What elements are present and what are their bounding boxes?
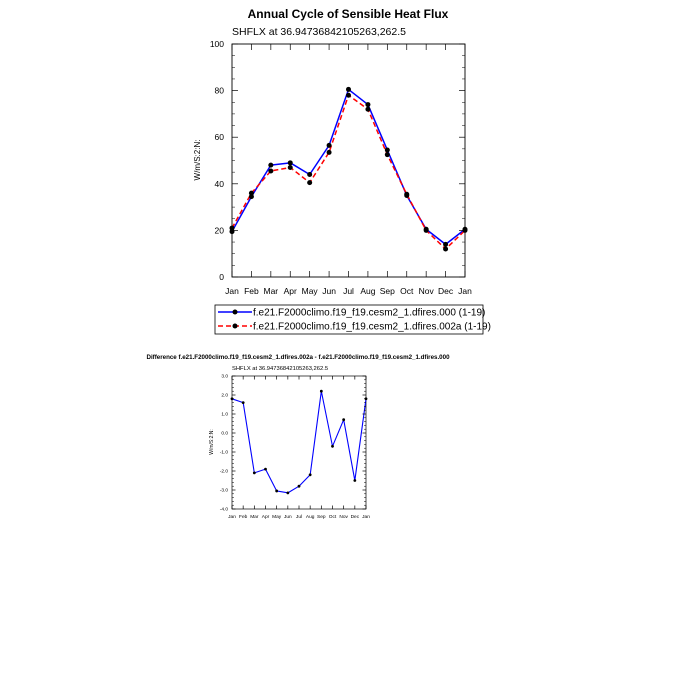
series-line-1	[231, 88, 466, 246]
x-tick-label: Nov	[419, 286, 435, 296]
x-tick-label: May	[302, 286, 319, 296]
difference-x-tick-label: Sep	[317, 514, 326, 520]
x-tick-label: Dec	[438, 286, 454, 296]
difference-series-1-point	[353, 479, 357, 482]
y-tick-label: 40	[215, 179, 225, 189]
y-tick-label: 100	[210, 39, 224, 49]
y-axis-label: W/m/S:2:N:	[193, 140, 202, 181]
difference-y-tick-label: 1.0	[221, 412, 228, 418]
series-1-point	[326, 142, 332, 148]
difference-y-tick-label: 3.0	[221, 374, 228, 380]
series-2-point	[307, 180, 313, 186]
x-tick-label: Sep	[380, 286, 395, 296]
difference-y-tick-label: -3.0	[220, 488, 229, 494]
difference-y-axis-label: W/m/S:2:N:	[209, 429, 215, 455]
tick-layer: 0 20 40 60 80 100 Jan Feb Mar Apr May Jun Jul Aug Sep O…	[210, 39, 472, 296]
difference-x-tick-label: Jan	[362, 514, 370, 520]
chart-title: Annual Cycle of Sensible Heat Flux	[248, 7, 449, 21]
difference-x-tick-label: Feb	[239, 514, 248, 520]
series-2-point	[268, 168, 274, 174]
difference-subtitle: SHFLX at 36.94736842105263,262.5	[232, 366, 328, 372]
series-2-point	[423, 227, 429, 233]
legend-label-series-1: f.e21.F2000climo.f19_f19.cesm2_1.dfires.…	[253, 308, 485, 319]
series-2-point	[248, 190, 254, 196]
legend: f.e21.F2000climo.f19_f19.cesm2_1.dfires.…	[214, 304, 491, 335]
x-tick-label: Jan	[458, 286, 472, 296]
x-tick-label: Mar	[264, 286, 279, 296]
x-tick-label: Jul	[343, 286, 354, 296]
x-tick-label: Jan	[225, 286, 239, 296]
difference-y-tick-label: 0.0	[221, 431, 228, 437]
x-tick-label: Feb	[244, 286, 259, 296]
series-1-point	[268, 162, 274, 168]
difference-series-layer	[230, 389, 368, 495]
difference-x-tick-label: Dec	[351, 514, 360, 520]
y-tick-label: 80	[215, 86, 225, 96]
difference-x-tick-label: Apr	[262, 514, 270, 520]
difference-series-1-point	[331, 444, 334, 448]
series-1-point	[287, 160, 293, 166]
difference-series-1-point	[297, 484, 301, 488]
difference-series-1-point	[241, 401, 245, 404]
series-2-point	[365, 106, 371, 112]
difference-x-tick-label: Aug	[306, 514, 315, 520]
difference-x-tick-label: Jan	[228, 514, 236, 520]
difference-series-1-point	[252, 471, 256, 475]
legend-label-series-2: f.e21.F2000climo.f19_f19.cesm2_1.dfires.…	[253, 322, 491, 333]
series-layer	[229, 86, 468, 252]
series-2-point	[287, 164, 293, 170]
x-tick-label: Jun	[322, 286, 336, 296]
chart-subtitle: SHFLX at 36.94736842105263,262.5	[232, 26, 406, 38]
difference-series-1-point	[308, 473, 312, 477]
y-tick-label: 20	[215, 225, 225, 235]
difference-series-line-1	[231, 390, 367, 494]
difference-series-1-point	[319, 389, 323, 393]
series-1-point	[346, 86, 351, 92]
difference-plot-frame	[231, 375, 367, 510]
series-2-point	[346, 92, 351, 98]
plot-area	[231, 43, 466, 278]
y-tick-label: 0	[219, 272, 224, 282]
difference-series-1-point	[264, 467, 267, 471]
difference-plot-area	[231, 375, 367, 510]
difference-x-tick-label: May	[272, 514, 282, 520]
difference-x-tick-label: Oct	[329, 514, 337, 520]
plot-frame	[231, 43, 466, 278]
series-1-point	[443, 241, 449, 247]
x-tick-label: Oct	[400, 286, 414, 296]
difference-series-1-point	[286, 491, 290, 495]
difference-title: Difference f.e21.F2000climo.f19_f19.cesm…	[146, 354, 450, 361]
legend-marker-series-2	[232, 323, 238, 329]
series-1-point	[248, 194, 254, 200]
series-1-point	[307, 171, 313, 177]
y-tick-label: 60	[215, 132, 225, 142]
series-1-point	[384, 147, 390, 153]
legend-marker-series-1	[232, 309, 238, 315]
difference-x-tick-label: Jun	[284, 514, 292, 520]
difference-x-tick-label: Jul	[296, 514, 302, 520]
difference-series-1-point	[342, 418, 346, 422]
series-2-point	[384, 152, 390, 158]
series-1-point	[365, 102, 371, 108]
series-2-point	[229, 225, 235, 231]
difference-chart: Difference f.e21.F2000climo.f19_f19.cesm…	[146, 354, 450, 520]
series-2-point	[404, 191, 410, 197]
difference-x-tick-label: Nov	[339, 514, 348, 520]
x-tick-label: Apr	[284, 286, 297, 296]
difference-y-tick-label: -4.0	[220, 507, 229, 513]
difference-series-1-point	[275, 489, 279, 493]
difference-y-tick-label: -1.0	[220, 450, 229, 456]
difference-y-tick-label: -2.0	[220, 469, 229, 475]
difference-y-tick-label: 2.0	[221, 393, 228, 399]
series-2-point	[326, 149, 332, 155]
x-tick-label: Aug	[360, 286, 375, 296]
difference-x-tick-label: Mar	[250, 514, 259, 520]
main-chart: Annual Cycle of Sensible Heat Flux SHFLX…	[193, 7, 472, 296]
legend-box	[214, 304, 484, 335]
series-2-point	[443, 246, 449, 252]
